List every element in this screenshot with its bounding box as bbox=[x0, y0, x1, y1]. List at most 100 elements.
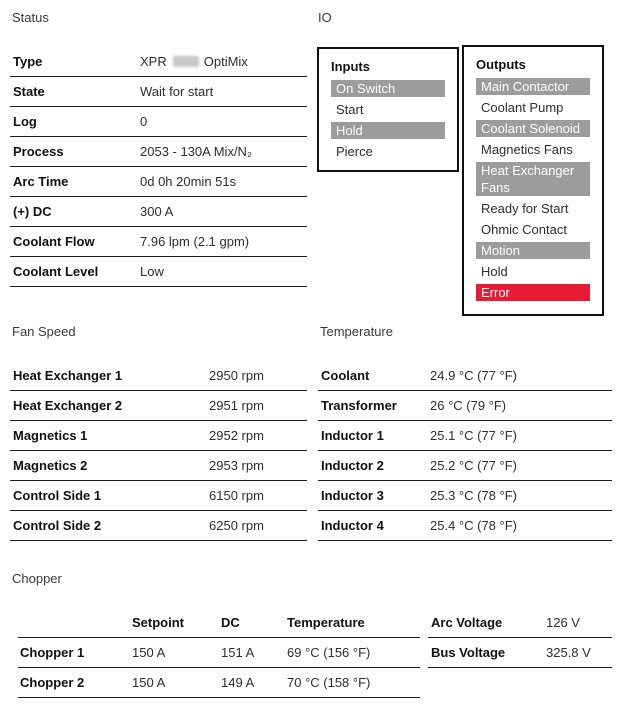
chopper-col-temperature: Temperature bbox=[287, 615, 365, 630]
row-label: State bbox=[13, 84, 45, 99]
row-value: 0d 0h 20min 51s bbox=[140, 174, 237, 189]
status-row-type: Type XPR OptiMix bbox=[10, 47, 307, 77]
row-label: Bus Voltage bbox=[431, 645, 506, 660]
temperature-section-title: Temperature bbox=[320, 324, 393, 339]
voltage-row-bus: Bus Voltage 325.8 V bbox=[428, 638, 612, 668]
io-item-label: Motion bbox=[481, 243, 521, 258]
row-label: Arc Voltage bbox=[431, 615, 503, 630]
row-label: Heat Exchanger 2 bbox=[13, 398, 123, 413]
row-value: 2953 rpm bbox=[209, 458, 264, 473]
io-item-label: Error bbox=[481, 285, 510, 300]
temp-row-inductor-1: Inductor 1 25.1 °C (77 °F) bbox=[318, 421, 612, 451]
io-item-label: Ohmic Contact bbox=[481, 222, 567, 237]
io-output-ready-for-start: Ready for Start bbox=[476, 200, 590, 217]
row-value: 126 V bbox=[546, 615, 580, 630]
row-value: 2951 rpm bbox=[209, 398, 264, 413]
row-value: 2053 - 130A Mix/N₂ bbox=[140, 144, 252, 159]
fan-row-control-side-1: Control Side 1 6150 rpm bbox=[10, 481, 307, 511]
row-value: 25.3 °C (78 °F) bbox=[430, 488, 517, 503]
temperature-table: Coolant 24.9 °C (77 °F) Transformer 26 °… bbox=[318, 361, 612, 541]
voltage-table: Arc Voltage 126 V Bus Voltage 325.8 V bbox=[428, 608, 612, 668]
voltage-row-arc: Arc Voltage 126 V bbox=[428, 608, 612, 638]
status-row-state: State Wait for start bbox=[10, 77, 307, 107]
row-label: Log bbox=[13, 114, 37, 129]
io-item-label: Coolant Pump bbox=[481, 100, 564, 115]
status-row-log: Log 0 bbox=[10, 107, 307, 137]
fan-row-control-side-2: Control Side 2 6250 rpm bbox=[10, 511, 307, 541]
redacted-text bbox=[172, 56, 199, 67]
row-label: Coolant Level bbox=[13, 264, 99, 279]
row-value: 25.4 °C (78 °F) bbox=[430, 518, 517, 533]
temp-row-inductor-2: Inductor 2 25.2 °C (77 °F) bbox=[318, 451, 612, 481]
row-value: Wait for start bbox=[140, 84, 214, 99]
row-label: Inductor 4 bbox=[321, 518, 384, 533]
temp-row-coolant: Coolant 24.9 °C (77 °F) bbox=[318, 361, 612, 391]
temp-row-inductor-3: Inductor 3 25.3 °C (78 °F) bbox=[318, 481, 612, 511]
io-input-start: Start bbox=[331, 101, 445, 118]
io-item-label: Magnetics Fans bbox=[481, 142, 573, 157]
row-label: Type bbox=[13, 54, 43, 69]
row-value: 25.2 °C (77 °F) bbox=[430, 458, 517, 473]
row-value: 325.8 V bbox=[546, 645, 591, 660]
inputs-panel: Inputs On Switch Start Hold Pierce bbox=[317, 47, 459, 172]
row-value: 25.1 °C (77 °F) bbox=[430, 428, 517, 443]
row-value: 6150 rpm bbox=[209, 488, 264, 503]
fan-row-heat-exchanger-2: Heat Exchanger 2 2951 rpm bbox=[10, 391, 307, 421]
outputs-panel-title: Outputs bbox=[476, 57, 526, 72]
row-label: Inductor 2 bbox=[321, 458, 384, 473]
status-table: Type XPR OptiMix State Wait for start Log… bbox=[10, 47, 307, 287]
io-output-main-contactor: Main Contactor bbox=[476, 78, 590, 95]
fan-speed-section-title: Fan Speed bbox=[12, 324, 76, 339]
chopper-table: Setpoint DC Temperature Chopper 1 150 A … bbox=[18, 608, 420, 698]
row-label: Magnetics 1 bbox=[13, 428, 88, 443]
status-row-arc-time: Arc Time 0d 0h 20min 51s bbox=[10, 167, 307, 197]
fan-row-magnetics-1: Magnetics 1 2952 rpm bbox=[10, 421, 307, 451]
io-output-hold: Hold bbox=[476, 263, 590, 280]
inputs-panel-title: Inputs bbox=[331, 59, 370, 74]
chopper-col-setpoint: Setpoint bbox=[132, 615, 184, 630]
row-label: Arc Time bbox=[13, 174, 69, 189]
row-label: Coolant bbox=[321, 368, 370, 383]
io-item-label: Coolant Solenoid bbox=[481, 121, 581, 136]
row-label: Chopper 1 bbox=[20, 645, 85, 660]
chopper-2-temperature: 70 °C (158 °F) bbox=[287, 675, 371, 690]
chopper-1-dc: 151 A bbox=[221, 645, 255, 660]
io-input-pierce: Pierce bbox=[331, 143, 445, 160]
io-item-label: Main Contactor bbox=[481, 79, 570, 94]
row-label: (+) DC bbox=[13, 204, 52, 219]
io-output-coolant-solenoid: Coolant Solenoid bbox=[476, 120, 590, 137]
io-item-label: Heat Exchanger Fans bbox=[481, 163, 575, 195]
row-value: 6250 rpm bbox=[209, 518, 264, 533]
row-value: 7.96 lpm (2.1 gpm) bbox=[140, 234, 250, 249]
status-row-process: Process 2053 - 130A Mix/N₂ bbox=[10, 137, 307, 167]
io-item-label: On Switch bbox=[336, 81, 396, 96]
row-value: 300 A bbox=[140, 204, 174, 219]
io-item-label: Ready for Start bbox=[481, 201, 569, 216]
status-row-coolant-flow: Coolant Flow 7.96 lpm (2.1 gpm) bbox=[10, 227, 307, 257]
chopper-header-row: Setpoint DC Temperature bbox=[18, 608, 420, 638]
io-input-on-switch: On Switch bbox=[331, 80, 445, 97]
io-output-error: Error bbox=[476, 284, 590, 301]
row-label: Magnetics 2 bbox=[13, 458, 88, 473]
io-item-label: Hold bbox=[481, 264, 508, 279]
fan-row-magnetics-2: Magnetics 2 2953 rpm bbox=[10, 451, 307, 481]
io-output-magnetics-fans: Magnetics Fans bbox=[476, 141, 590, 158]
chopper-row-2: Chopper 2 150 A 149 A 70 °C (158 °F) bbox=[18, 668, 420, 698]
type-value-prefix: XPR bbox=[140, 54, 167, 69]
io-output-heat-exchanger-fans: Heat Exchanger Fans bbox=[476, 162, 590, 196]
fan-speed-table: Heat Exchanger 1 2950 rpm Heat Exchanger… bbox=[10, 361, 307, 541]
row-label: Chopper 2 bbox=[20, 675, 85, 690]
fan-row-heat-exchanger-1: Heat Exchanger 1 2950 rpm bbox=[10, 361, 307, 391]
io-item-label: Pierce bbox=[336, 144, 373, 159]
temp-row-transformer: Transformer 26 °C (79 °F) bbox=[318, 391, 612, 421]
row-value: 24.9 °C (77 °F) bbox=[430, 368, 517, 383]
status-section-title: Status bbox=[12, 10, 49, 25]
chopper-1-temperature: 69 °C (156 °F) bbox=[287, 645, 371, 660]
io-section-title: IO bbox=[318, 10, 332, 25]
chopper-col-dc: DC bbox=[221, 615, 240, 630]
row-value: 0 bbox=[140, 114, 148, 129]
row-label: Heat Exchanger 1 bbox=[13, 368, 123, 383]
row-label: Process bbox=[13, 144, 64, 159]
status-row-dc: (+) DC 300 A bbox=[10, 197, 307, 227]
io-item-label: Start bbox=[336, 102, 364, 117]
